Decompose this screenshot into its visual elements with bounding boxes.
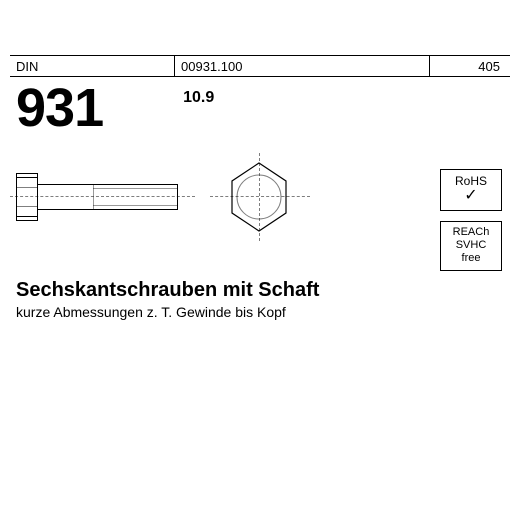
rohs-badge: RoHS ✓ [440,169,502,211]
product-number: 931 [16,81,103,135]
reach-line2: SVHC [443,239,499,252]
product-title: Sechskantschrauben mit Schaft [16,279,510,302]
bolt-side-view [16,173,178,221]
header-code: 00931.100 [175,56,430,76]
product-subtitle: kurze Abmessungen z. T. Gewinde bis Kopf [16,304,510,320]
datasheet-card: DIN 00931.100 405 931 10.9 [10,55,510,435]
bolt-head-side [16,173,38,221]
reach-line3: free [443,252,499,265]
reach-line1: REACh [443,226,499,239]
header-ref: 405 [430,56,510,76]
bolt-hex-front-view [228,161,290,233]
bolt-shaft [38,184,178,210]
header-row: DIN 00931.100 405 [10,55,510,77]
rohs-label: RoHS [443,174,499,188]
technical-drawing: RoHS ✓ REACh SVHC free [10,143,510,263]
product-grade: 10.9 [183,89,214,107]
product-id-row: 931 10.9 [10,77,510,135]
header-standard: DIN [10,56,175,76]
check-icon: ✓ [443,188,499,204]
reach-badge: REACh SVHC free [440,221,502,271]
